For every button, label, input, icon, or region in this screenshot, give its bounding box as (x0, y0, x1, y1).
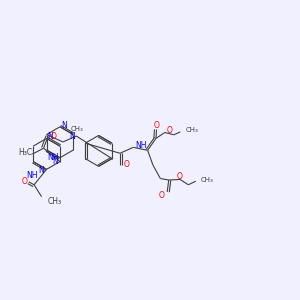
Text: CH₃: CH₃ (70, 127, 83, 133)
Text: O: O (21, 177, 27, 186)
Text: N: N (47, 131, 53, 140)
Text: O: O (154, 122, 160, 130)
Text: O: O (166, 127, 172, 136)
Text: NH: NH (47, 153, 59, 162)
Text: N: N (38, 166, 44, 175)
Text: NH: NH (26, 171, 38, 180)
Text: O: O (176, 172, 182, 181)
Text: H₃C: H₃C (19, 148, 33, 157)
Text: O: O (50, 132, 56, 141)
Text: N: N (70, 132, 75, 141)
Text: O: O (158, 191, 164, 200)
Text: N: N (52, 157, 58, 166)
Text: CH₃: CH₃ (47, 196, 61, 206)
Text: CH₃: CH₃ (186, 128, 198, 134)
Text: NH: NH (135, 141, 146, 150)
Text: N: N (61, 121, 67, 130)
Text: O: O (124, 160, 129, 169)
Text: CH₃: CH₃ (201, 177, 214, 183)
